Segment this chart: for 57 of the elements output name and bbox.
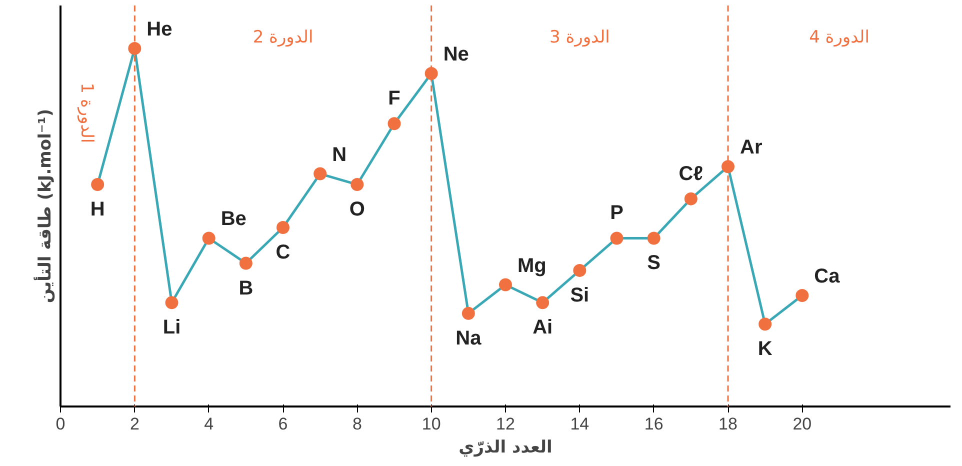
x-tick-label: 8 [352,414,362,434]
point [499,278,512,292]
annotation: Ne [443,44,469,66]
annotation: S [647,252,661,274]
annotation: P [610,202,624,224]
x-tick-label: 6 [278,414,288,434]
point [128,42,142,55]
x-tick-label: 20 [792,414,812,434]
text: الدورة 2 [252,28,314,48]
point [722,160,734,174]
point [388,117,401,130]
annotation: He [146,18,172,40]
annotation: Mg [518,254,546,277]
y-axis-title: طاقة التأين (kJ.mol⁻¹) [34,108,56,304]
point [276,220,290,234]
annotation: F [388,88,400,110]
text: الدورة 4 [809,28,870,48]
point [165,296,178,310]
annotation: C [276,241,290,264]
point [239,256,252,270]
x-tick-label: 12 [496,414,515,434]
point [684,192,698,206]
x-tick-label: 16 [644,414,664,434]
point [536,296,550,310]
x-tick-label: 14 [570,414,590,434]
annotation: Na [456,327,482,350]
point [796,289,809,302]
annotation: Si [570,284,590,306]
x-axis-title: العدد الذرّي [458,438,552,458]
point [462,306,475,320]
annotation: Ca [814,266,841,288]
annotation: Li [162,316,181,339]
annotation: H [90,198,105,221]
point [610,232,624,245]
point [424,67,438,80]
point [202,232,216,245]
point [350,178,364,192]
point [758,318,772,331]
annotation: Be [220,208,246,230]
annotation: Ar [740,136,762,159]
text: الدورة 3 [549,28,610,48]
point [647,232,660,245]
annotation: Cℓ [678,162,704,185]
annotation: الدورة 1 [76,82,96,144]
x-tick-label: 4 [204,414,214,434]
annotation: Ai [532,316,553,339]
annotation: K [758,338,773,360]
x-tick-label: 10 [422,414,441,434]
x-tick-label: 18 [718,414,738,434]
point [314,167,327,180]
annotation: O [349,198,365,221]
annotation: B [238,277,254,300]
point [573,264,586,277]
x-tick-label: 2 [130,414,140,434]
point [91,178,104,192]
annotation: N [332,144,347,166]
x-tick-label: 0 [56,414,66,434]
